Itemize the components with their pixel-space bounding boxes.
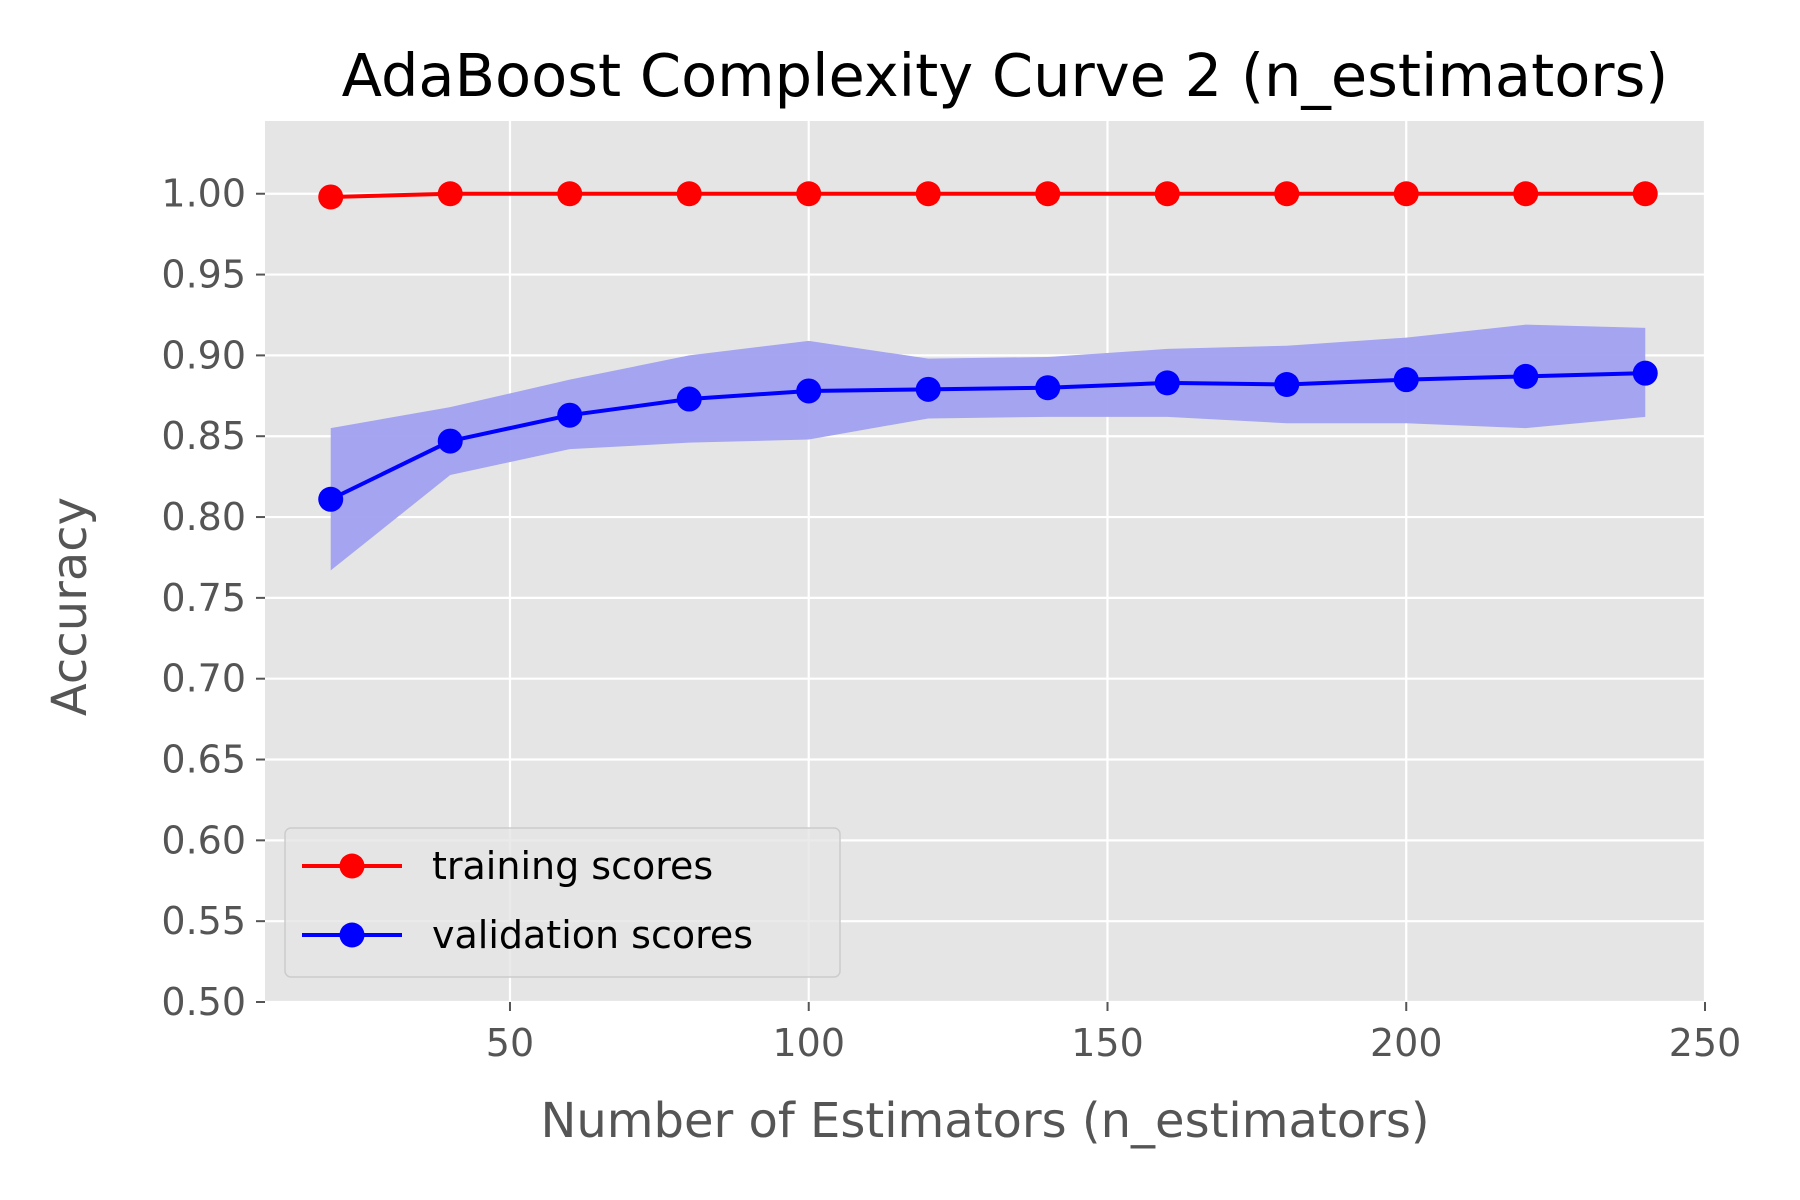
y-tick-label: 0.95 [161, 253, 246, 297]
y-tick-label: 0.60 [161, 818, 246, 862]
data-point [1393, 367, 1419, 393]
x-tick-label: 50 [486, 1021, 534, 1065]
x-tick-label: 200 [1370, 1021, 1443, 1065]
legend-label: training scores [432, 844, 713, 888]
series-points [318, 181, 1658, 512]
y-axis-ticks: 0.50 0.55 0.60 0.65 0.70 0.75 0.80 0.85 0.90 0.95… [161, 172, 265, 1024]
confidence-band [330, 324, 1646, 571]
legend-marker [339, 853, 365, 879]
x-axis-ticks: 50 100 150 200 250 [486, 1002, 1741, 1065]
data-point [1274, 181, 1300, 207]
data-point [1035, 181, 1061, 207]
data-point [1154, 370, 1180, 396]
y-tick-label: 0.90 [161, 333, 246, 377]
data-point [318, 184, 344, 210]
data-point [437, 428, 463, 454]
y-tick-label: 0.80 [161, 495, 246, 539]
y-tick-label: 0.55 [161, 899, 246, 943]
data-point [557, 181, 583, 207]
x-tick-label: 150 [1071, 1021, 1144, 1065]
data-point [1513, 181, 1539, 207]
legend-marker [339, 922, 365, 948]
series-line [330, 191, 1646, 199]
legend: training scores validation scores [284, 827, 841, 978]
legend-label: validation scores [432, 913, 753, 957]
y-axis-label: Accuracy [42, 497, 98, 716]
data-point [557, 402, 583, 428]
series-line [329, 371, 1646, 502]
x-axis-label: Number of Estimators (n_estimators) [540, 1093, 1429, 1149]
y-tick-label: 0.70 [161, 657, 246, 701]
y-tick-label: 0.85 [161, 414, 246, 458]
data-point [676, 386, 702, 412]
data-point [796, 378, 822, 404]
legend-box [284, 827, 841, 978]
data-point [1035, 375, 1061, 401]
data-point [1513, 363, 1539, 389]
data-point [437, 181, 463, 207]
data-point [318, 486, 344, 512]
data-point [1632, 360, 1658, 386]
y-tick-label: 0.75 [161, 576, 246, 620]
y-tick-label: 1.00 [161, 172, 246, 216]
confidence-bands [330, 324, 1646, 571]
data-point [1154, 181, 1180, 207]
x-tick-label: 250 [1669, 1021, 1742, 1065]
y-tick-label: 0.50 [161, 980, 246, 1024]
data-point [1393, 181, 1419, 207]
chart-title: AdaBoost Complexity Curve 2 (n_estimator… [342, 41, 1669, 110]
data-point [676, 181, 702, 207]
data-point [1632, 181, 1658, 207]
data-point [915, 181, 941, 207]
x-tick-label: 100 [772, 1021, 845, 1065]
y-tick-label: 0.65 [161, 738, 246, 782]
data-point [796, 181, 822, 207]
data-point [1274, 371, 1300, 397]
data-point [915, 376, 941, 402]
series-lines [329, 191, 1646, 502]
